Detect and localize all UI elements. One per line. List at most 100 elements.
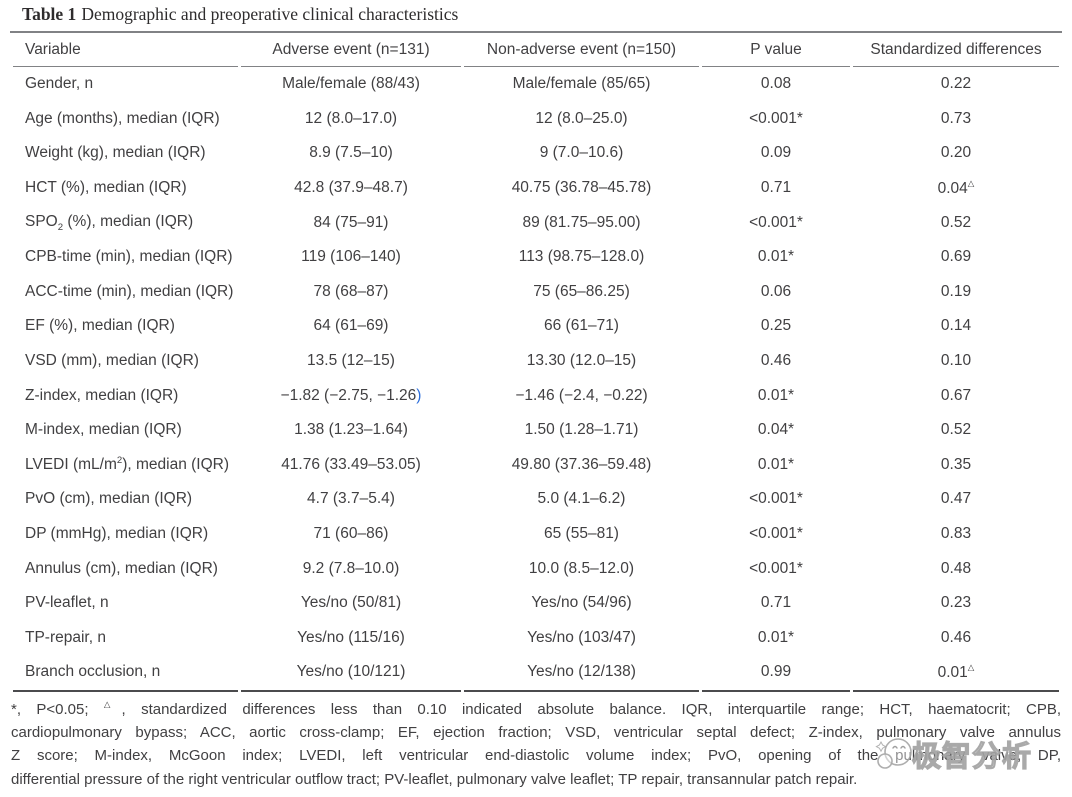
table-row: Age (months), median (IQR) 12 (8.0–17.0) 1…	[13, 102, 1059, 137]
column-header-adverse: Adverse event (n=131)	[241, 33, 461, 67]
cell-variable: HCT (%), median (IQR)	[25, 179, 187, 197]
cell-adverse: 71 (60–86)	[313, 525, 389, 543]
cell-p-value: <0.001*	[749, 213, 803, 231]
cell-variable: PvO (cm), median (IQR)	[25, 490, 193, 508]
table-row: EF (%), median (IQR) 64 (61–69) 66 (61–71)…	[13, 309, 1059, 344]
cell-std-diff: 0.19	[940, 282, 972, 300]
cell-non-adverse: Yes/no (103/47)	[527, 628, 636, 646]
cell-p-value: <0.001*	[749, 525, 803, 543]
table-row: ACC-time (min), median (IQR) 78 (68–87) 75…	[13, 275, 1059, 310]
cell-p-value: 0.01*	[757, 455, 795, 473]
cell-variable: VSD (mm), median (IQR)	[25, 352, 199, 370]
cell-non-adverse: 5.0 (4.1–6.2)	[537, 490, 626, 508]
table-number: Table 1	[22, 4, 77, 24]
table-row: TP-repair, n Yes/no (115/16) Yes/no (103/4…	[13, 621, 1059, 656]
cell-adverse: 13.5 (12–15)	[307, 352, 395, 370]
cell-adverse: 9.2 (7.8–10.0)	[302, 559, 400, 577]
cell-adverse: Yes/no (50/81)	[300, 594, 402, 612]
cell-variable: Z-index, median (IQR)	[25, 386, 179, 404]
column-header-p-value: P value	[702, 33, 850, 67]
cell-non-adverse: Yes/no (12/138)	[464, 655, 699, 692]
column-header-std-diff: Standardized differences	[853, 33, 1059, 67]
cell-std-diff: 0.22	[940, 75, 972, 93]
cell-std-diff: 0.23	[940, 594, 972, 612]
table-footnote: *, P<0.05; △, standardized differences l…	[11, 694, 1061, 791]
cell-non-adverse: 89 (81.75–95.00)	[522, 213, 641, 231]
column-header-variable: Variable	[13, 33, 238, 67]
cell-variable: CPB-time (min), median (IQR)	[25, 248, 233, 266]
cell-non-adverse: 75 (65–86.25)	[533, 282, 630, 300]
cell-adverse: −1.82 (−2.75, −1.26)	[280, 386, 422, 404]
cell-std-diff: 0.04△	[937, 177, 975, 197]
cell-variable: PV-leaflet, n	[25, 594, 109, 612]
table-row: Gender, n Male/female (88/43) Male/female …	[13, 67, 1059, 102]
cell-adverse: 78 (68–87)	[313, 282, 389, 300]
cell-p-value: 0.71	[760, 179, 792, 197]
table-title: Table 1 Demographic and preoperative clin…	[22, 4, 458, 25]
cell-variable: Age (months), median (IQR)	[25, 109, 220, 127]
cell-std-diff: 0.83	[940, 525, 972, 543]
cell-non-adverse: 9 (7.0–10.6)	[539, 144, 624, 162]
cell-non-adverse: 66 (61–71)	[544, 317, 619, 335]
cell-variable: TP-repair, n	[25, 628, 106, 646]
footnote-line: Z score; M-index, McGoon index; LVEDI, l…	[11, 747, 1061, 765]
cell-adverse: Male/female (88/43)	[282, 75, 420, 93]
cell-non-adverse: 10.0 (8.5–12.0)	[528, 559, 635, 577]
cell-adverse: 8.9 (7.5–10)	[309, 144, 393, 162]
table-row: Branch occlusion, n Yes/no (10/121) Yes/no…	[13, 655, 1059, 692]
cell-adverse: 1.38 (1.23–1.64)	[294, 421, 408, 439]
cell-variable: Branch occlusion, n	[13, 655, 238, 692]
cell-p-value: 0.06	[760, 282, 792, 300]
cell-adverse: Yes/no (10/121)	[241, 655, 461, 692]
cell-p-value: 0.01*	[757, 248, 795, 266]
cell-p-value: 0.04*	[757, 421, 795, 439]
cell-std-diff: 0.52	[940, 421, 972, 439]
cell-p-value: 0.01*	[757, 386, 795, 404]
cell-non-adverse: Male/female (85/65)	[512, 75, 651, 93]
table-row: CPB-time (min), median (IQR) 119 (106–140…	[13, 240, 1059, 275]
cell-variable: DP (mmHg), median (IQR)	[25, 525, 209, 543]
cell-variable: M-index, median (IQR)	[25, 421, 182, 439]
table-row: M-index, median (IQR) 1.38 (1.23–1.64) 1.5…	[13, 413, 1059, 448]
cell-non-adverse: 12 (8.0–25.0)	[535, 109, 628, 127]
cell-std-diff: 0.46	[940, 628, 972, 646]
table-caption: Demographic and preoperative clinical ch…	[81, 4, 459, 24]
cell-non-adverse: 113 (98.75–128.0)	[518, 248, 645, 266]
cell-std-diff: 0.01△	[853, 655, 1059, 692]
cell-adverse: 119 (106–140)	[301, 248, 401, 266]
cell-non-adverse: 1.50 (1.28–1.71)	[524, 421, 639, 439]
cell-adverse: 4.7 (3.7–5.4)	[307, 490, 395, 508]
cell-non-adverse: 40.75 (36.78–45.78)	[511, 179, 652, 197]
cell-adverse: Yes/no (115/16)	[297, 628, 405, 646]
cell-adverse: 84 (75–91)	[313, 213, 389, 231]
cell-adverse: 12 (8.0–17.0)	[304, 109, 398, 127]
cell-non-adverse: −1.46 (−2.4, −0.22)	[515, 386, 648, 404]
cell-non-adverse: 65 (55–81)	[544, 525, 619, 543]
table-body: Gender, n Male/female (88/43) Male/female …	[13, 67, 1059, 692]
table-row: LVEDI (mL/m2), median (IQR) 41.76 (33.49–…	[13, 448, 1059, 483]
table-row: PvO (cm), median (IQR) 4.7 (3.7–5.4) 5.0 (…	[13, 482, 1059, 517]
cell-p-value: 0.09	[760, 144, 792, 162]
cell-p-value: 0.46	[760, 352, 792, 370]
cell-adverse: 42.8 (37.9–48.7)	[294, 179, 408, 197]
header-row: Variable Adverse event (n=131) Non-adver…	[13, 33, 1059, 67]
characteristics-table: Variable Adverse event (n=131) Non-adver…	[10, 31, 1062, 692]
table-row: Weight (kg), median (IQR) 8.9 (7.5–10) 9 (…	[13, 136, 1059, 171]
cell-non-adverse: 49.80 (37.36–59.48)	[511, 455, 652, 473]
cell-variable: Gender, n	[25, 75, 94, 93]
table-row: PV-leaflet, n Yes/no (50/81) Yes/no (54/96…	[13, 586, 1059, 621]
cell-p-value: 0.08	[760, 75, 792, 93]
table-row: HCT (%), median (IQR) 42.8 (37.9–48.7) 40.…	[13, 171, 1059, 206]
cell-variable: Weight (kg), median (IQR)	[25, 144, 206, 162]
cell-p-value: 0.99	[702, 655, 850, 692]
cell-variable: SPO2 (%), median (IQR)	[25, 212, 194, 233]
cell-std-diff: 0.35	[940, 455, 972, 473]
cell-std-diff: 0.69	[940, 248, 972, 266]
footnote-line: differential pressure of the right ventr…	[11, 770, 858, 788]
cell-non-adverse: Yes/no (54/96)	[531, 594, 632, 612]
cell-std-diff: 0.52	[940, 213, 972, 231]
table-row: SPO2 (%), median (IQR) 84 (75–91) 89 (81.7…	[13, 205, 1059, 240]
table-row: VSD (mm), median (IQR) 13.5 (12–15) 13.30 …	[13, 344, 1059, 379]
cell-variable: ACC-time (min), median (IQR)	[25, 282, 234, 300]
column-header-non-adverse: Non-adverse event (n=150)	[464, 33, 699, 67]
